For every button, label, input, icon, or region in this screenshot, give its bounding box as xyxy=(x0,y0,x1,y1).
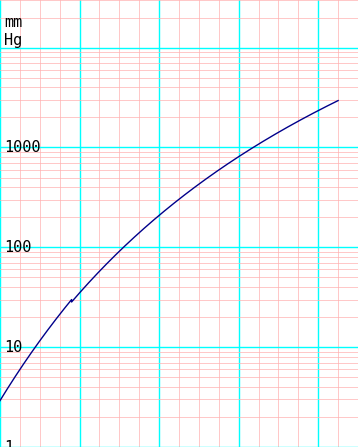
Text: 1000: 1000 xyxy=(4,140,40,155)
Text: 100: 100 xyxy=(4,240,32,255)
Text: 10: 10 xyxy=(4,340,22,354)
Text: 1: 1 xyxy=(4,439,13,447)
Text: mm
Hg: mm Hg xyxy=(4,16,22,48)
